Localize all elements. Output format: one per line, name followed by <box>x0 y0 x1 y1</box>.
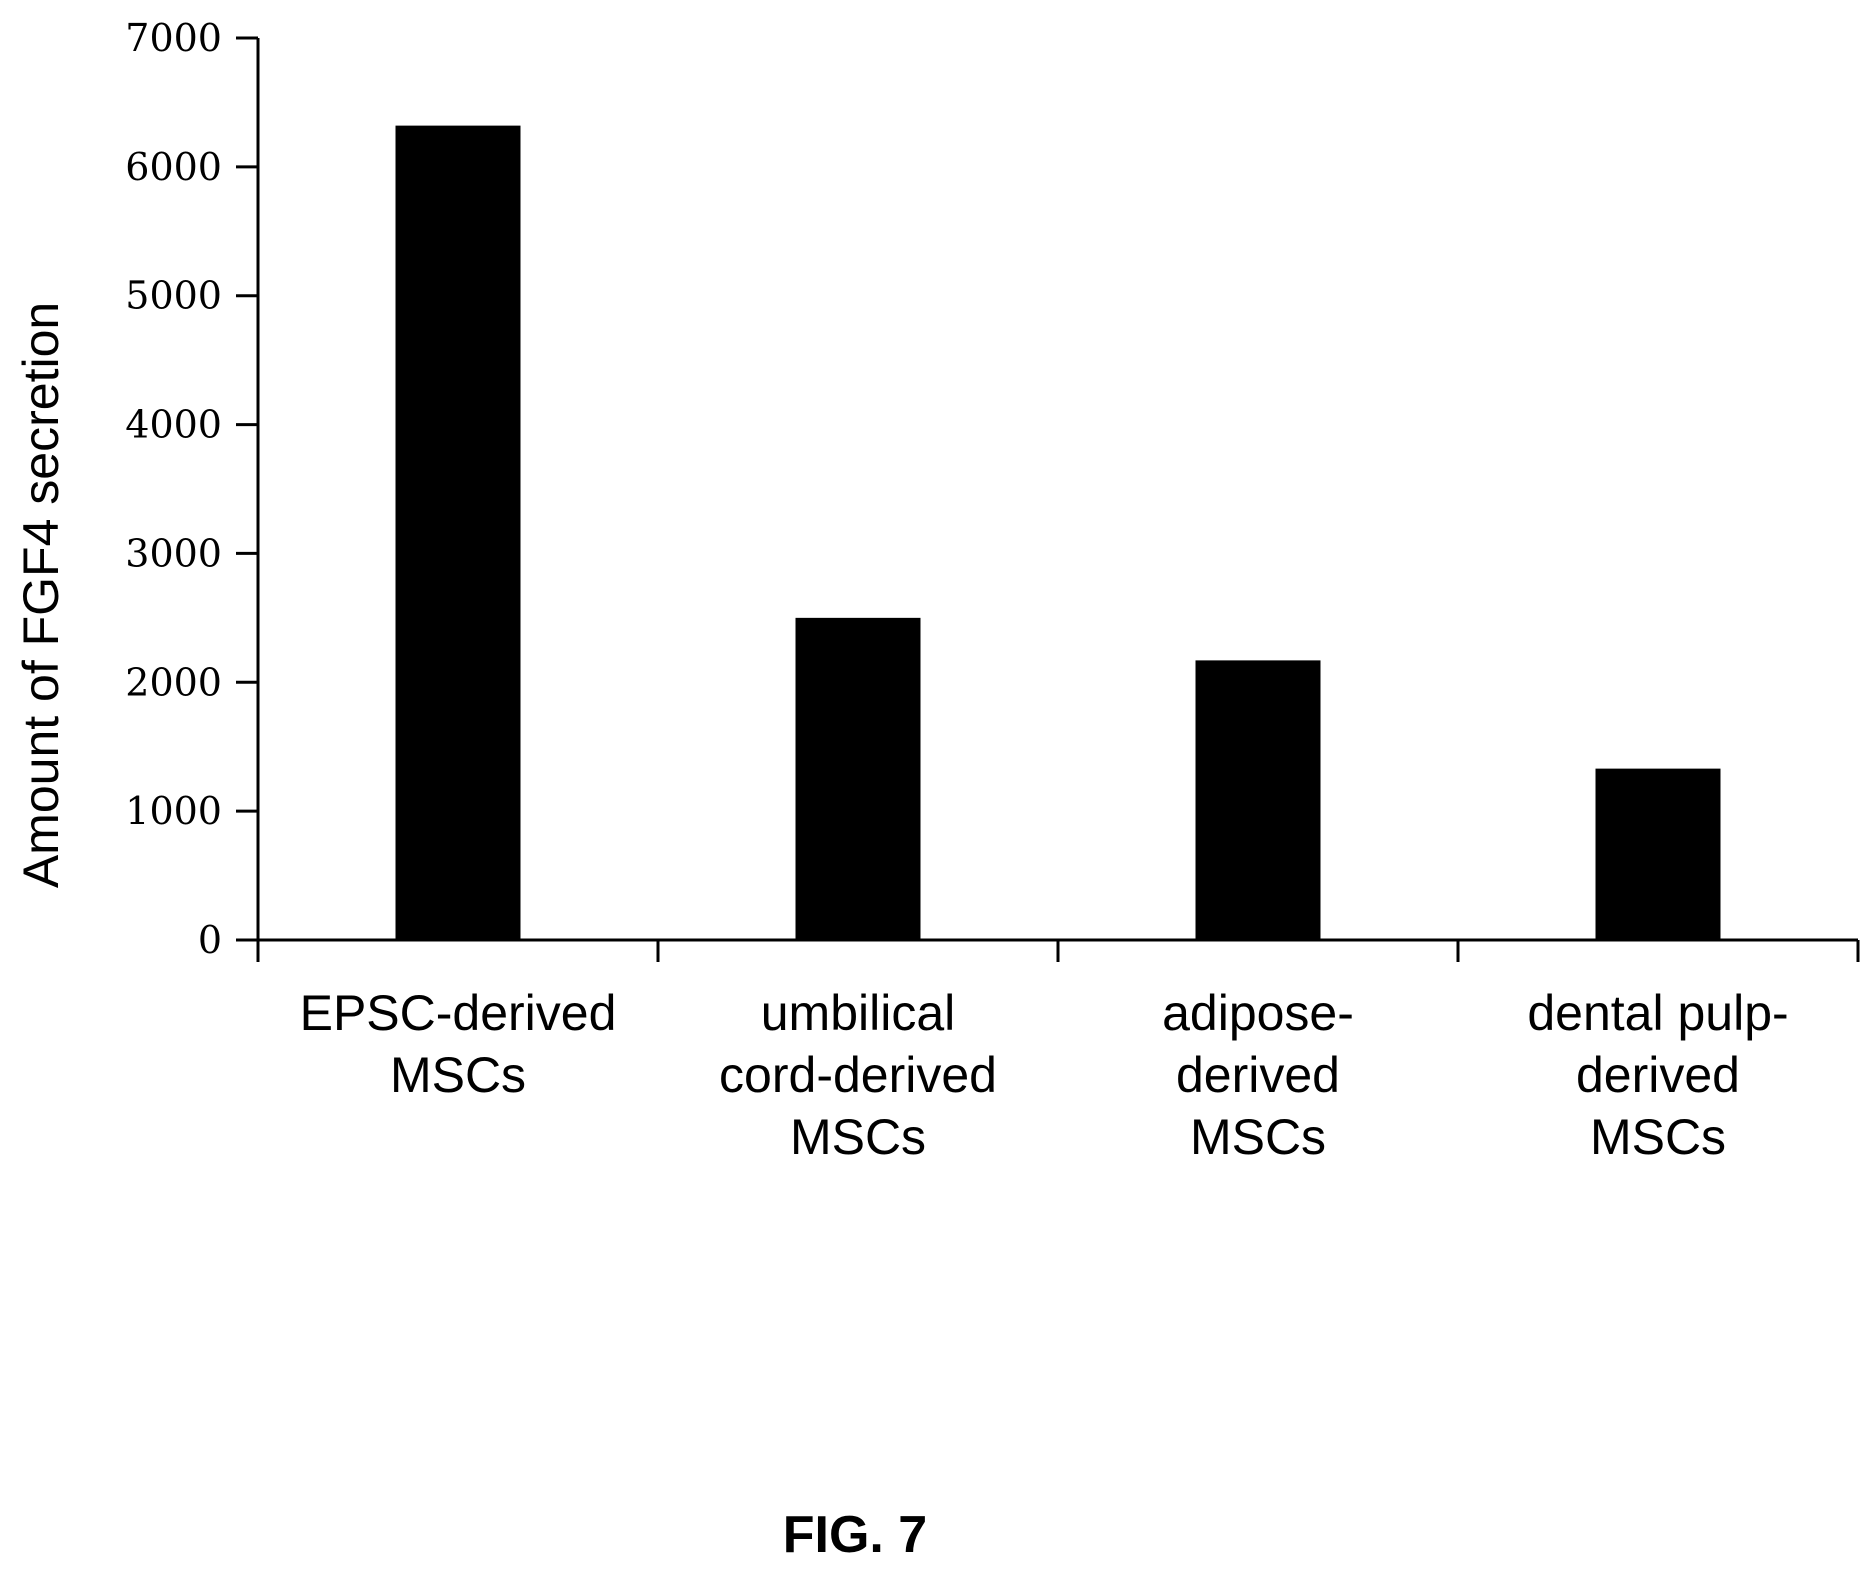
bar <box>395 125 521 940</box>
category-labels: EPSC-derived MSCs umbilical cord-derived MSC… <box>300 985 1789 1165</box>
x-category-label-line: derived <box>1176 1047 1340 1103</box>
y-tick-label: 7000 <box>125 16 222 60</box>
x-category-label: adipose-derived MSCs <box>1162 985 1354 1165</box>
x-category-label: EPSC-derived MSCs <box>300 985 617 1103</box>
y-tick-label: 6000 <box>125 145 222 189</box>
x-category-label-line: EPSC-derived <box>300 985 617 1041</box>
x-category-label: umbilical cord-derived MSCs <box>719 985 997 1165</box>
x-category-label-line: adipose- <box>1162 985 1354 1041</box>
y-axis-ticks: 0 1000 2000 3000 4000 5000 6000 7000 <box>125 16 258 962</box>
x-category-label-line: MSCs <box>790 1109 926 1165</box>
x-category-label-line: MSCs <box>1190 1109 1326 1165</box>
x-category-label-line: MSCs <box>1590 1109 1726 1165</box>
x-category-label-line: derived <box>1576 1047 1740 1103</box>
bar <box>1595 768 1721 940</box>
y-axis-label: Amount of FGF4 secretion <box>13 302 69 888</box>
bar <box>795 617 921 940</box>
figure-caption: FIG. 7 <box>782 1506 928 1564</box>
x-category-label-line: umbilical <box>761 985 956 1041</box>
x-axis-ticks <box>256 940 1860 962</box>
y-tick-label: 5000 <box>125 274 222 318</box>
x-category-label-line: dental pulp- <box>1527 985 1788 1041</box>
x-category-label-line: cord-derived <box>719 1047 997 1103</box>
y-tick-label: 3000 <box>125 531 222 575</box>
y-tick-label: 0 <box>198 918 222 962</box>
bars <box>395 125 1721 940</box>
y-tick-label: 1000 <box>125 789 222 833</box>
y-tick-label: 2000 <box>125 660 222 704</box>
x-category-label-line: MSCs <box>390 1047 526 1103</box>
bar <box>1195 660 1321 940</box>
y-tick-label: 4000 <box>125 403 222 447</box>
x-category-label: dental pulp-derived MSCs <box>1527 985 1788 1165</box>
